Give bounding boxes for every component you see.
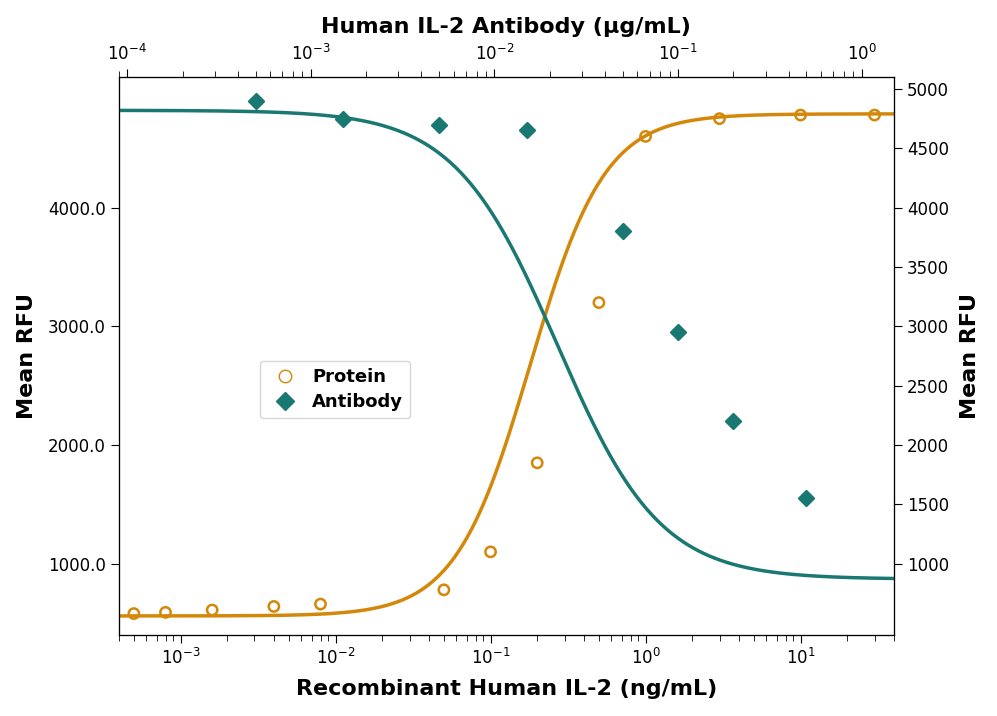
Point xyxy=(247,95,263,107)
Point xyxy=(866,110,882,121)
Point xyxy=(909,570,925,581)
Point xyxy=(436,584,452,596)
X-axis label: Human IL-2 Antibody (μg/mL): Human IL-2 Antibody (μg/mL) xyxy=(321,16,691,37)
Point xyxy=(712,113,728,125)
Point xyxy=(266,601,282,612)
Point xyxy=(312,599,328,610)
Point xyxy=(670,326,686,338)
Point xyxy=(799,493,815,504)
Point xyxy=(431,119,447,130)
Point xyxy=(793,110,809,121)
Y-axis label: Mean RFU: Mean RFU xyxy=(960,293,980,419)
Point xyxy=(615,226,631,237)
Y-axis label: Mean RFU: Mean RFU xyxy=(17,293,37,419)
Point xyxy=(529,457,545,468)
Point xyxy=(335,113,351,125)
X-axis label: Recombinant Human IL-2 (ng/mL): Recombinant Human IL-2 (ng/mL) xyxy=(296,679,717,700)
Point xyxy=(638,131,654,142)
Point xyxy=(725,415,741,427)
Point xyxy=(126,608,142,619)
Point xyxy=(518,125,534,136)
Point xyxy=(483,546,498,558)
Point xyxy=(204,604,220,616)
Point xyxy=(158,606,173,618)
Point xyxy=(591,297,607,309)
Legend: Protein, Antibody: Protein, Antibody xyxy=(259,361,410,418)
